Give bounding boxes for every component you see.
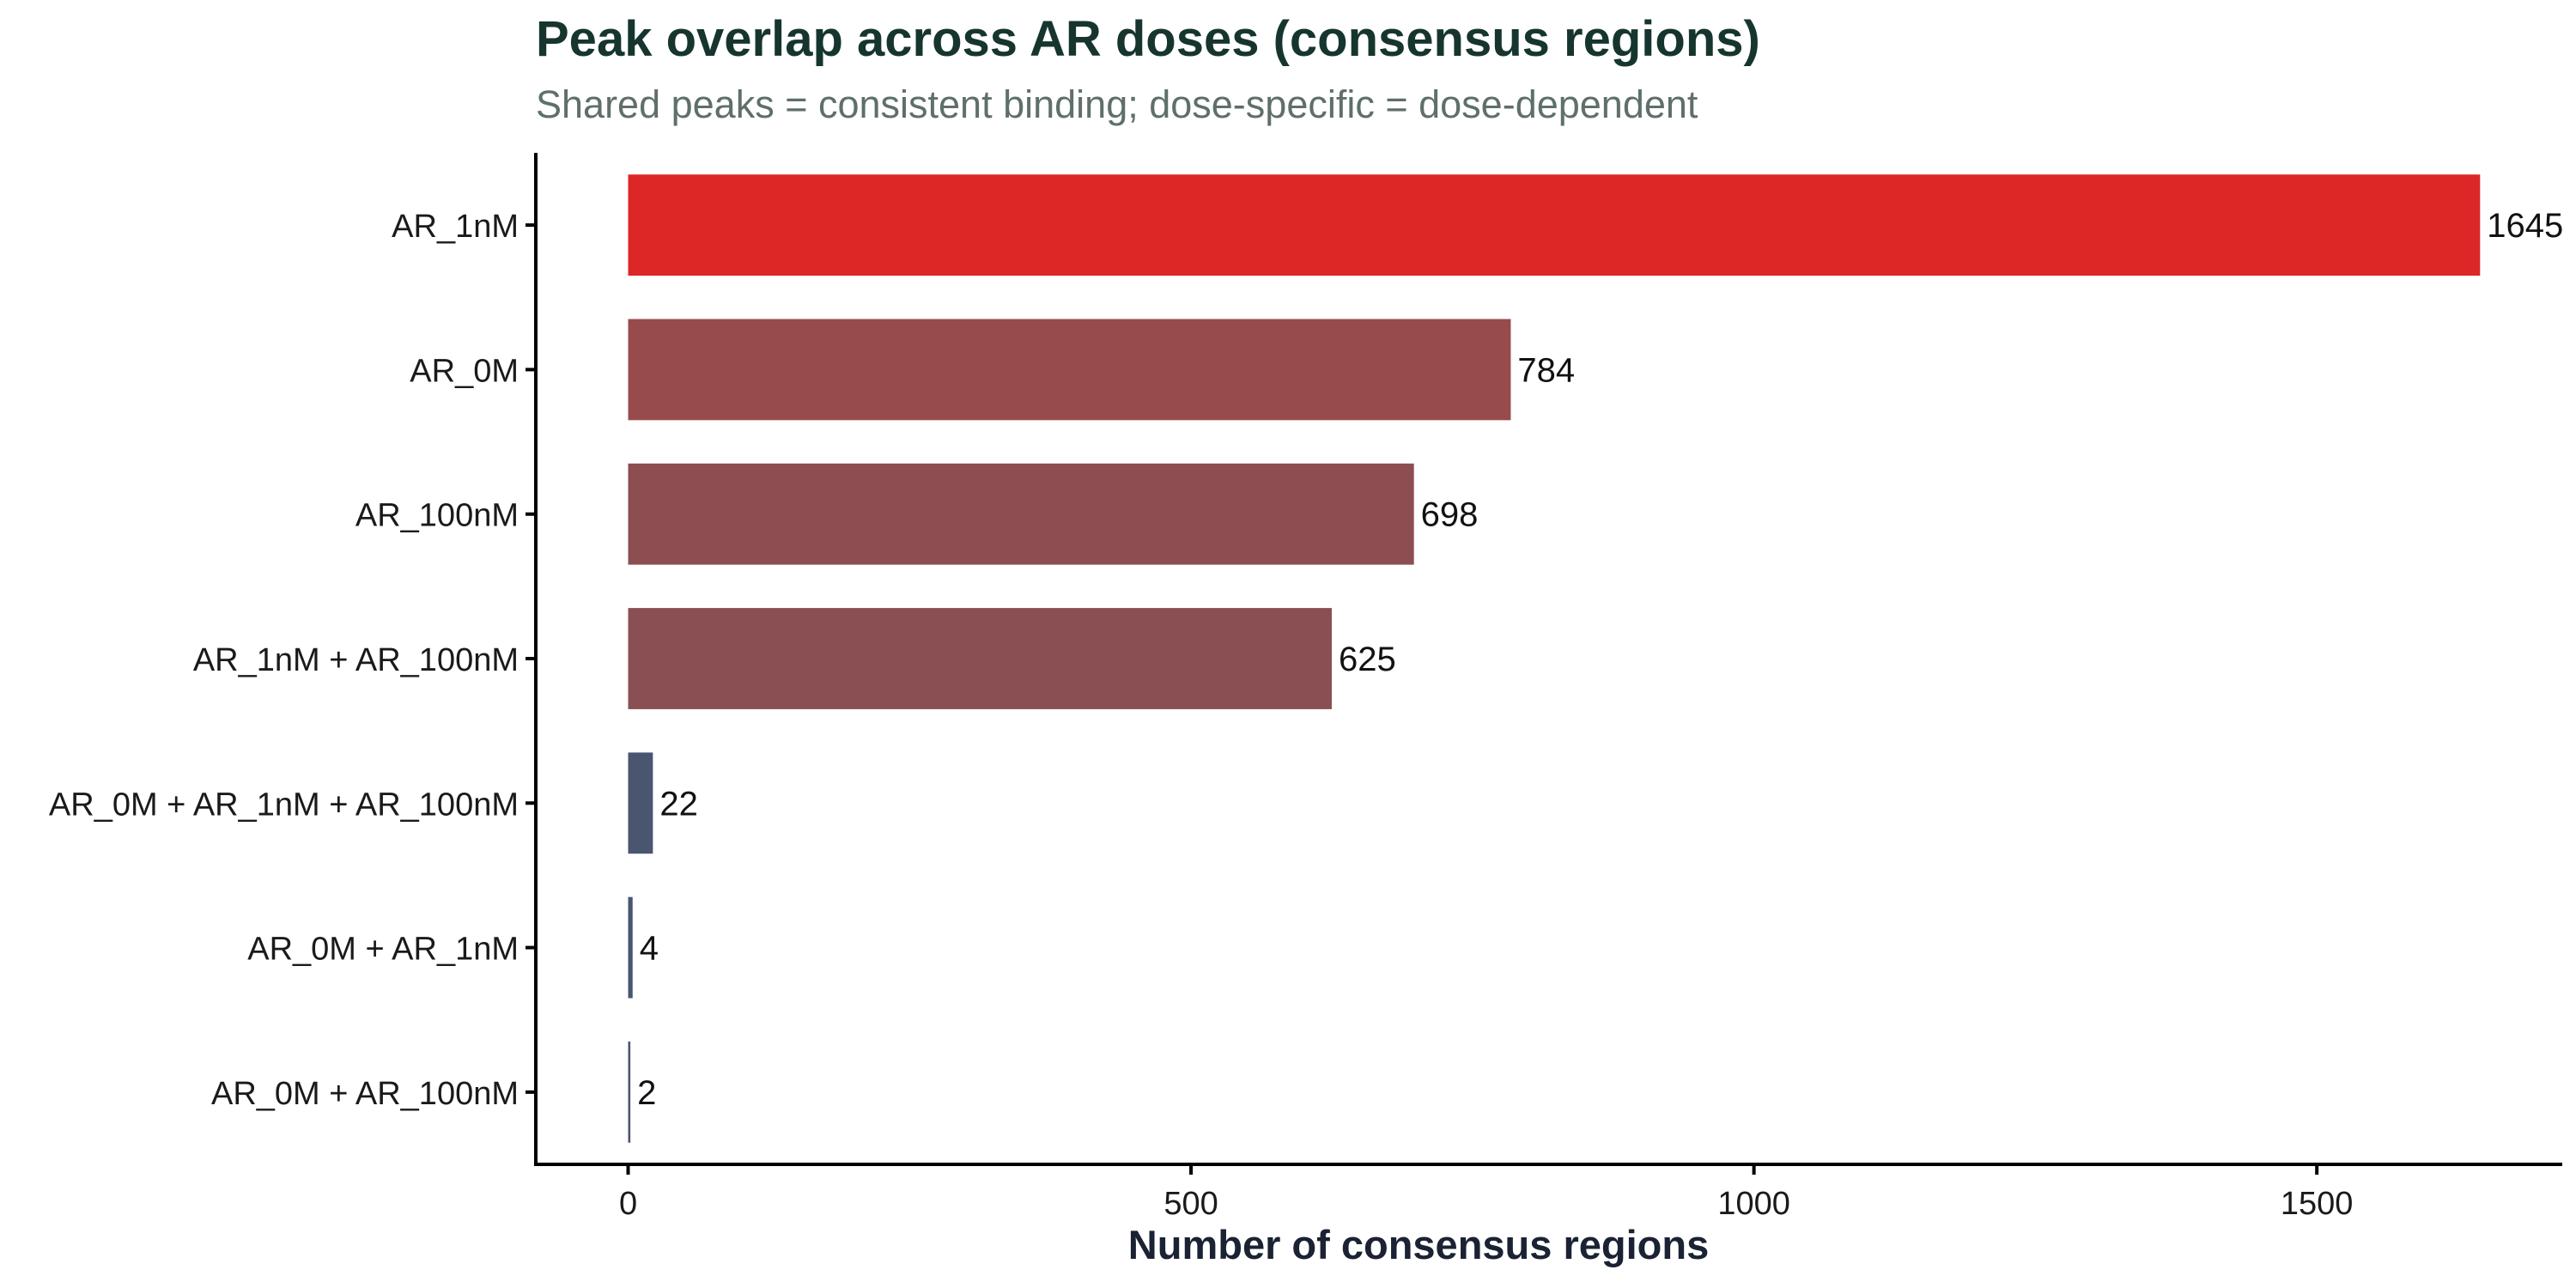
data-label: 22 bbox=[659, 785, 698, 823]
data-label: 625 bbox=[1339, 641, 1396, 678]
y-tick-label: AR_1nM bbox=[392, 209, 519, 245]
x-tick-label: 1000 bbox=[1717, 1186, 1790, 1222]
x-tick-label: 0 bbox=[619, 1186, 637, 1222]
data-label: 698 bbox=[1421, 496, 1479, 534]
x-axis-title: Number of consensus regions bbox=[1128, 1222, 1709, 1267]
bar bbox=[628, 319, 1511, 421]
y-tick-label: AR_0M + AR_1nM bbox=[247, 932, 519, 968]
bar bbox=[628, 174, 2481, 276]
value-labels-group: 1645 784 698 625 22 4 2 bbox=[637, 207, 2563, 1112]
y-tick-label: AR_0M bbox=[410, 353, 519, 389]
data-label: 2 bbox=[637, 1074, 656, 1112]
data-label: 4 bbox=[640, 930, 659, 968]
chart-title: Peak overlap across AR doses (consensus … bbox=[536, 11, 1760, 67]
bars-group bbox=[628, 174, 2481, 1143]
y-tick-label: AR_0M + AR_100nM bbox=[211, 1076, 519, 1112]
bar bbox=[628, 1041, 631, 1143]
y-tick-label: AR_100nM bbox=[355, 498, 519, 534]
y-axis: AR_1nM AR_0M AR_100nM AR_1nM + AR_100nM AR_0… bbox=[49, 153, 538, 1164]
chart-subtitle: Shared peaks = consistent binding; dose-… bbox=[536, 82, 1698, 126]
bar bbox=[628, 752, 653, 854]
x-axis: 0 500 1000 1500 bbox=[534, 1163, 2562, 1222]
bar bbox=[628, 608, 1332, 709]
data-label: 784 bbox=[1517, 351, 1575, 389]
data-label: 1645 bbox=[2487, 207, 2563, 245]
x-tick-label: 1500 bbox=[2281, 1186, 2354, 1222]
x-tick-label: 500 bbox=[1163, 1186, 1218, 1222]
bar bbox=[628, 463, 1414, 565]
y-tick-label: AR_1nM + AR_100nM bbox=[193, 642, 519, 678]
y-tick-label: AR_0M + AR_1nM + AR_100nM bbox=[49, 787, 519, 823]
bar bbox=[628, 896, 633, 999]
